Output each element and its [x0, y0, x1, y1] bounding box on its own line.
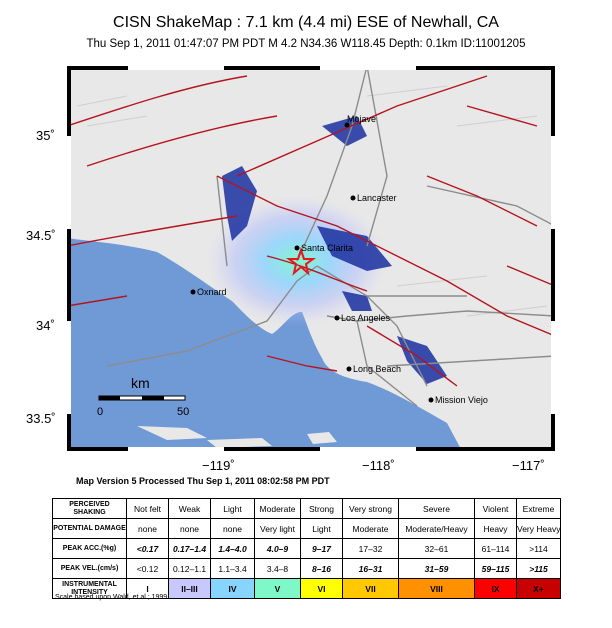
legend-cell: >115: [516, 558, 561, 579]
legend-cell: Light: [300, 518, 343, 539]
legend-cell: 17–32: [342, 538, 399, 559]
city-label-los-angeles: Los Angeles: [341, 313, 391, 323]
lon-tick-117: −117˚: [512, 458, 545, 473]
city-dot-mojave: [344, 122, 350, 128]
lon-tick-118: −118˚: [362, 458, 395, 473]
legend-cell: Not felt: [126, 498, 169, 519]
scale-footnote: Scale based upon Wald, et al.; 1999: [55, 594, 168, 601]
city-label-santa-clarita: Santa Clarita: [301, 243, 353, 253]
legend-cell: none: [126, 518, 169, 539]
legend-row-perceived-shaking: PERCEIVED SHAKING Not felt Weak Light Modera…: [52, 498, 561, 519]
legend-cell: 1.4–4.0: [210, 538, 255, 559]
faults: [67, 75, 555, 387]
legend-cell: IX: [474, 578, 517, 599]
legend-row-peak-vel-cm-s: PEAK VEL.(cm/s) <0.12 0.12–1.1 1.1–3.4 3.4–8…: [52, 558, 561, 579]
legend-cell: Weak: [168, 498, 211, 519]
legend-cell: <0.17: [126, 538, 169, 559]
legend-cell: Moderate: [342, 518, 399, 539]
legend-cell: VI: [300, 578, 343, 599]
scale-bar-end: 50: [177, 406, 189, 418]
city-label-oxnard: Oxnard: [197, 287, 227, 297]
city-dot-santa-clarita: [294, 245, 300, 251]
legend-cell: none: [210, 518, 255, 539]
terrain-relief: [76, 85, 548, 317]
city-markers: [190, 122, 434, 403]
legend-cell: Strong: [300, 498, 343, 519]
legend-cell: 1.1–3.4: [210, 558, 255, 579]
lat-tick-34-5: 34.5˚: [26, 228, 56, 243]
legend-cell: IV: [210, 578, 255, 599]
city-dot-long-beach: [346, 366, 352, 372]
legend-row-header: PEAK VEL.(cm/s): [52, 558, 127, 579]
map-version-line: Map Version 5 Processed Thu Sep 1, 2011 …: [76, 476, 330, 486]
legend-cell: 61–114: [474, 538, 517, 559]
city-label-mission-viejo: Mission Viejo: [435, 395, 488, 405]
event-details: Thu Sep 1, 2011 01:47:07 PM PDT M 4.2 N3…: [86, 38, 526, 50]
lon-tick-119: −119˚: [202, 458, 235, 473]
legend-row-header: PEAK ACC.(%g): [52, 538, 127, 559]
legend-cell: X+: [516, 578, 561, 599]
map-title: CISN ShakeMap : 7.1 km (4.4 mi) ESE of N…: [113, 14, 499, 31]
legend-cell: Very light: [254, 518, 301, 539]
channel-island: [137, 426, 207, 440]
scale-bar-start: 0: [97, 406, 103, 418]
legend-cell: 59–115: [474, 558, 517, 579]
legend-row-potential-damage: POTENTIAL DAMAGE none none none Very light Li…: [52, 518, 561, 539]
legend-cell: 3.4–8: [254, 558, 301, 579]
scale-bar-unit: km: [131, 375, 150, 391]
shakemap: Mojave Lancaster Santa Clarita Oxnard Lo…: [67, 66, 555, 451]
epicenter-star: [285, 246, 317, 276]
legend-cell: 32–61: [398, 538, 475, 559]
legend-cell: Very strong: [342, 498, 399, 519]
legend-cell: >114: [516, 538, 561, 559]
legend-row-header: INSTRUMENTAL INTENSITY: [52, 578, 127, 599]
legend-cell: VII: [342, 578, 399, 599]
legend-cell: 0.12–1.1: [168, 558, 211, 579]
legend-cell: 9–17: [300, 538, 343, 559]
city-label-lancaster: Lancaster: [357, 193, 397, 203]
legend-cell: V: [254, 578, 301, 599]
roads: [106, 66, 555, 407]
lat-tick-35: 35˚: [36, 128, 55, 143]
legend-cell: Violent: [474, 498, 517, 519]
channel-island: [207, 438, 272, 448]
legend-cell: Severe: [398, 498, 475, 519]
legend-cell: <0.12: [126, 558, 169, 579]
city-dot-los-angeles: [334, 315, 340, 321]
city-label-mojave: Mojave: [347, 114, 376, 124]
legend-cell: 31–59: [398, 558, 475, 579]
legend-cell: Moderate: [254, 498, 301, 519]
city-dot-mission-viejo: [428, 397, 434, 403]
legend-cell: Light: [210, 498, 255, 519]
legend-cell: II–III: [168, 578, 211, 599]
lat-tick-34: 34˚: [36, 318, 55, 333]
city-dot-oxnard: [190, 289, 196, 295]
legend-cell: 4.0–9: [254, 538, 301, 559]
legend-cell: none: [168, 518, 211, 539]
city-label-long-beach: Long Beach: [353, 364, 401, 374]
intensity-legend-table: PERCEIVED SHAKING Not felt Weak Light Modera…: [52, 498, 561, 599]
legend-cell: I: [126, 578, 169, 599]
legend-row-peak-acc-g: PEAK ACC.(%g) <0.17 0.17–1.4 1.4–4.0 4.0–9 9–…: [52, 538, 561, 559]
legend-cell: Very Heavy: [516, 518, 561, 539]
city-dot-lancaster: [350, 195, 356, 201]
legend-cell: 0.17–1.4: [168, 538, 211, 559]
legend-cell: 16–31: [342, 558, 399, 579]
map-border-ticks: [67, 66, 555, 451]
scale-bar: km 0 50: [97, 375, 189, 418]
legend-cell: VIII: [398, 578, 475, 599]
catalina-island: [307, 432, 337, 444]
lat-tick-33-5: 33.5˚: [26, 411, 56, 426]
legend-cell: 8–16: [300, 558, 343, 579]
legend-cell: Heavy: [474, 518, 517, 539]
legend-row-instrumental-intensity: INSTRUMENTAL INTENSITY I II–III IV V VI VII VII…: [52, 578, 561, 599]
legend-row-header: POTENTIAL DAMAGE: [52, 518, 127, 539]
legend-cell: Moderate/Heavy: [398, 518, 475, 539]
legend-cell: Extreme: [516, 498, 561, 519]
legend-row-header: PERCEIVED SHAKING: [52, 498, 127, 519]
